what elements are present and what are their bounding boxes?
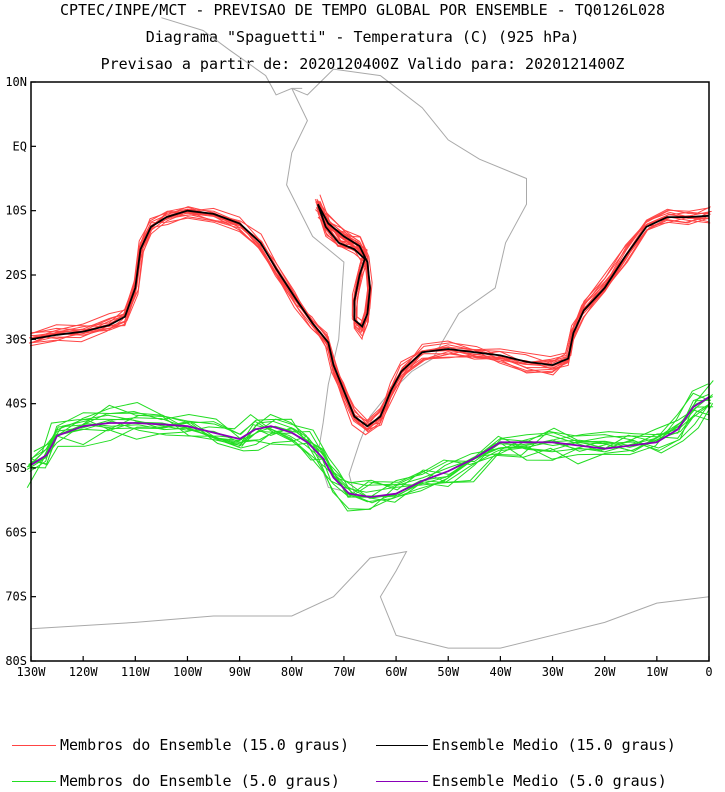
ensemble-member-line [29, 208, 712, 425]
chart-title-line-1: CPTEC/INPE/MCT - PREVISAO DE TEMPO GLOBA… [59, 1, 666, 19]
legend-swatch-red [12, 745, 56, 746]
ensemble-member-line [30, 206, 709, 430]
legend-entry-members-15: Membros do Ensemble (15.0 graus) [12, 736, 349, 754]
ensemble-member-line [30, 393, 710, 499]
ensemble-mean-line [30, 209, 710, 428]
ensemble-member-line [30, 208, 709, 421]
ensemble-members-layer [26, 194, 714, 512]
x-tick-label: 10W [646, 665, 668, 679]
ensemble-mean-layer [30, 203, 710, 498]
y-tick-label: 10S [5, 204, 27, 218]
axes-layer: 130W 120W 110W 100W 90W 80W 70W 60W 50W 40W 30W 20W… [5, 75, 712, 679]
y-tick-label: 10N [5, 75, 27, 89]
ensemble-member-line [30, 383, 709, 491]
central-america-coastline [161, 17, 303, 96]
ensemble-mean-line [30, 396, 710, 498]
ensemble-member-line [32, 211, 710, 428]
legend-label: Membros do Ensemble (5.0 graus) [60, 772, 340, 790]
legend-label: Ensemble Medio (15.0 graus) [432, 736, 676, 754]
ensemble-member-line [30, 207, 710, 426]
ensemble-member-line [29, 206, 711, 424]
antarctica-coastline [30, 550, 710, 649]
x-tick-label: 80W [281, 665, 303, 679]
ensemble-member-line [30, 211, 711, 426]
x-tick-label: 40W [490, 665, 512, 679]
x-tick-label: 130W [17, 665, 47, 679]
ensemble-member-line [29, 404, 710, 510]
chart-title-line-3: Previsao a partir de: 2020120400Z Valido… [100, 55, 625, 73]
chart-title-line-2: Diagrama "Spaguetti" - Temperatura (C) (… [145, 28, 580, 46]
y-tick-label: 20S [5, 268, 27, 282]
x-tick-label: 110W [121, 665, 151, 679]
ensemble-mean-line [316, 203, 371, 328]
south-america-coastline [286, 68, 527, 495]
y-tick-label: 80S [5, 654, 27, 668]
x-tick-label: 30W [542, 665, 564, 679]
ensemble-member-line [30, 211, 709, 431]
ensemble-member-line [26, 380, 714, 498]
coastline-layer [30, 17, 710, 649]
x-tick-label: 50W [437, 665, 459, 679]
ensemble-member-line [28, 206, 711, 428]
y-tick-label: 60S [5, 525, 27, 539]
x-tick-label: 100W [173, 665, 203, 679]
ensemble-member-line [30, 212, 710, 422]
legend-label: Membros do Ensemble (15.0 graus) [60, 736, 349, 754]
y-tick-label: 40S [5, 397, 27, 411]
legend-entry-members-5: Membros do Ensemble (5.0 graus) [12, 772, 340, 790]
ensemble-member-line [28, 396, 713, 503]
ensemble-member-line [33, 402, 714, 496]
y-tick-label: 70S [5, 590, 27, 604]
ensemble-member-line [30, 392, 710, 498]
x-tick-label: 20W [594, 665, 616, 679]
x-tick-label: 60W [385, 665, 407, 679]
ensemble-member-line [30, 210, 711, 436]
x-tick-label: 0 [705, 665, 712, 679]
legend-entry-mean-15: Ensemble Medio (15.0 graus) [376, 736, 676, 754]
ensemble-member-line [30, 208, 709, 433]
legend-swatch-purple [376, 781, 428, 782]
legend-swatch-black [376, 745, 428, 746]
y-tick-label: EQ [13, 139, 27, 153]
legend-entry-mean-5: Ensemble Medio (5.0 graus) [376, 772, 667, 790]
ensemble-member-line [33, 216, 707, 430]
legend-label: Ensemble Medio (5.0 graus) [432, 772, 667, 790]
legend-swatch-green [12, 781, 56, 782]
x-tick-label: 70W [333, 665, 355, 679]
plot-frame [30, 81, 710, 662]
x-tick-label: 90W [229, 665, 251, 679]
ensemble-member-line [30, 213, 710, 432]
x-tick-label: 120W [69, 665, 99, 679]
ensemble-member-line [26, 401, 709, 488]
y-tick-label: 30S [5, 332, 27, 346]
y-tick-label: 50S [5, 461, 27, 475]
